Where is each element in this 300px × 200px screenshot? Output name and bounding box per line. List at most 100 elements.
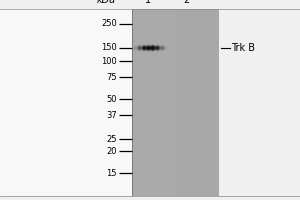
Bar (158, 50, 159, 51)
Bar (147, 49, 148, 50)
Bar (159, 50, 160, 51)
Bar (150, 44, 151, 45)
Bar (147, 45, 148, 46)
Bar (146, 45, 147, 46)
Bar (155, 45, 156, 46)
Bar (139, 45, 140, 46)
Bar (146, 47, 147, 48)
Bar (153, 48, 154, 49)
Bar (152, 50, 153, 51)
Bar (136, 47, 137, 48)
Bar (156, 47, 157, 48)
Bar (137, 49, 138, 50)
Bar (139, 50, 140, 51)
Text: 15: 15 (106, 168, 117, 178)
Text: 75: 75 (106, 72, 117, 82)
Bar (153, 50, 154, 51)
Bar (166, 49, 167, 50)
Bar (160, 50, 161, 51)
Bar (159, 48, 160, 49)
Bar (162, 46, 164, 47)
Bar (141, 45, 142, 46)
Bar (140, 45, 141, 46)
Bar (148, 49, 149, 50)
Bar (151, 51, 152, 52)
Bar (145, 45, 146, 46)
Bar (149, 44, 150, 45)
Bar (139, 49, 140, 50)
Bar (162, 47, 164, 48)
Bar (166, 46, 167, 47)
Bar (139, 47, 140, 48)
Bar (148, 47, 149, 48)
Bar (136, 49, 137, 50)
Bar (161, 50, 163, 51)
Bar (135, 45, 136, 46)
Bar (164, 46, 165, 47)
Bar (154, 46, 155, 47)
Bar (150, 44, 151, 45)
Text: 1: 1 (146, 0, 152, 5)
Bar (148, 47, 149, 48)
Bar (151, 48, 152, 49)
Bar (159, 45, 160, 46)
Bar (165, 49, 166, 50)
Bar (151, 45, 152, 46)
Bar (139, 45, 140, 46)
Bar (166, 47, 167, 48)
Text: kDa: kDa (96, 0, 116, 5)
Bar (142, 50, 143, 51)
Bar (160, 45, 161, 46)
Bar (142, 50, 144, 51)
Bar (142, 46, 144, 47)
Bar (152, 50, 154, 51)
Text: 250: 250 (101, 20, 117, 28)
Bar (163, 49, 164, 50)
Bar (154, 47, 155, 48)
Bar (145, 46, 146, 47)
Bar (158, 49, 159, 50)
Bar (139, 49, 140, 50)
Bar (148, 45, 149, 46)
Bar (148, 44, 149, 45)
Bar (142, 48, 144, 49)
Bar (140, 45, 141, 46)
Bar (138, 48, 139, 49)
Bar (148, 48, 149, 49)
Bar (139, 50, 140, 51)
Bar (144, 49, 145, 50)
Bar (143, 46, 145, 47)
Bar (163, 46, 164, 47)
Bar (152, 44, 154, 45)
Bar (145, 49, 146, 50)
Bar (152, 48, 154, 49)
Bar (144, 45, 145, 46)
Bar (144, 45, 145, 46)
Bar (144, 50, 145, 51)
Bar (158, 47, 159, 48)
Bar (154, 45, 155, 46)
Bar (139, 46, 140, 47)
Bar (143, 47, 145, 48)
Bar (162, 48, 164, 49)
Bar (151, 47, 152, 48)
Bar (163, 48, 164, 49)
Bar (161, 49, 163, 50)
Bar (142, 44, 143, 45)
Bar (144, 48, 145, 49)
Bar (148, 46, 149, 47)
Bar (161, 45, 163, 46)
Bar (138, 47, 139, 48)
Bar (138, 45, 139, 46)
Bar (161, 48, 162, 49)
Bar (158, 45, 159, 46)
Bar (161, 47, 163, 48)
Bar (147, 50, 148, 51)
Bar (151, 44, 152, 45)
Bar (136, 48, 137, 49)
Bar (144, 46, 145, 47)
Bar (160, 45, 161, 46)
Bar (136, 46, 137, 47)
Bar (148, 49, 149, 50)
Text: 25: 25 (106, 134, 117, 144)
